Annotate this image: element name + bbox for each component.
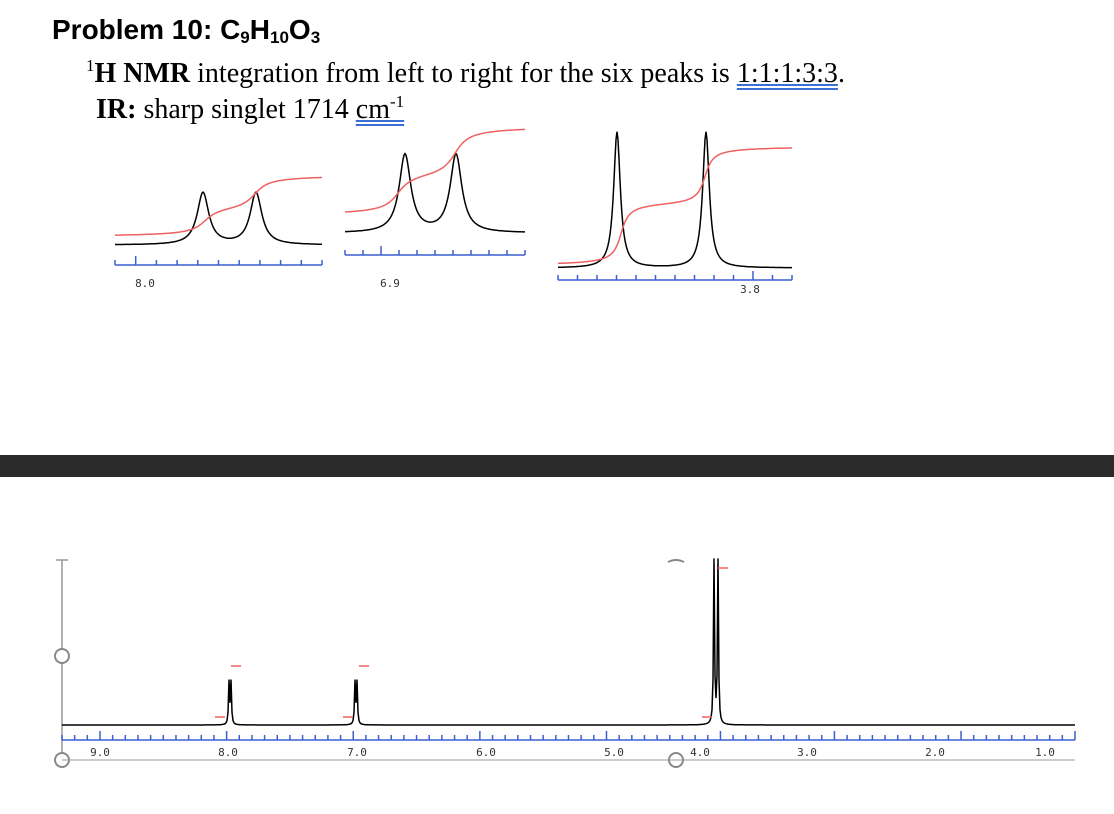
unit-base: cm (355, 94, 390, 125)
x-tick-label: 5.0 (604, 746, 624, 759)
spectrum-curve (115, 191, 322, 246)
spectrum-baseline (62, 558, 1075, 726)
x-tick-label: 3.0 (797, 746, 817, 759)
formula-sub: 10 (270, 28, 289, 47)
ir-label: IR: (96, 94, 137, 125)
nucleus-sup: 1 (86, 56, 95, 75)
nmr-text: integration from left to right for the s… (190, 58, 737, 89)
x-tick-label: 4.0 (690, 746, 710, 759)
ratio: 1:1:1:3:3 (736, 58, 838, 89)
integration-curve (114, 176, 322, 236)
inset-tick-label: 6.9 (380, 277, 400, 290)
x-tick-label: 2.0 (925, 746, 945, 759)
handle-arc (667, 559, 685, 563)
handle (54, 648, 70, 664)
integration-curve (557, 147, 792, 265)
formula-sub: 9 (240, 28, 250, 47)
formula-part: O (288, 14, 311, 45)
x-tick-label: 7.0 (347, 746, 367, 759)
ir-text: sharp singlet 1714 (136, 94, 356, 125)
formula-sub: 3 (310, 28, 321, 47)
formula-part: C (220, 14, 241, 45)
integration-curve (344, 128, 526, 213)
inset-tick-label: 3.8 (740, 283, 760, 296)
formula-part: H (249, 14, 270, 45)
x-tick-label: 8.0 (218, 746, 238, 759)
spectrum-curve (558, 131, 792, 269)
unit-sup: -1 (389, 92, 405, 111)
nucleus: H NMR (94, 58, 191, 89)
problem-title: Problem 10: C9H10O3 (52, 14, 320, 48)
unit: cm-1 (355, 92, 405, 125)
inset-tick-label: 8.0 (135, 277, 155, 290)
x-tick-label: 9.0 (90, 746, 110, 759)
nmr-line: 1H NMR integration from left to right fo… (86, 56, 845, 90)
period: . (837, 58, 845, 89)
title-label: Problem 10: (52, 14, 221, 45)
x-tick-label: 6.0 (476, 746, 496, 759)
divider-bar (0, 455, 1114, 477)
ir-line: IR: sharp singlet 1714 cm-1 (96, 92, 404, 126)
spectrum-curve (345, 152, 525, 233)
x-tick-label: 1.0 (1035, 746, 1055, 759)
